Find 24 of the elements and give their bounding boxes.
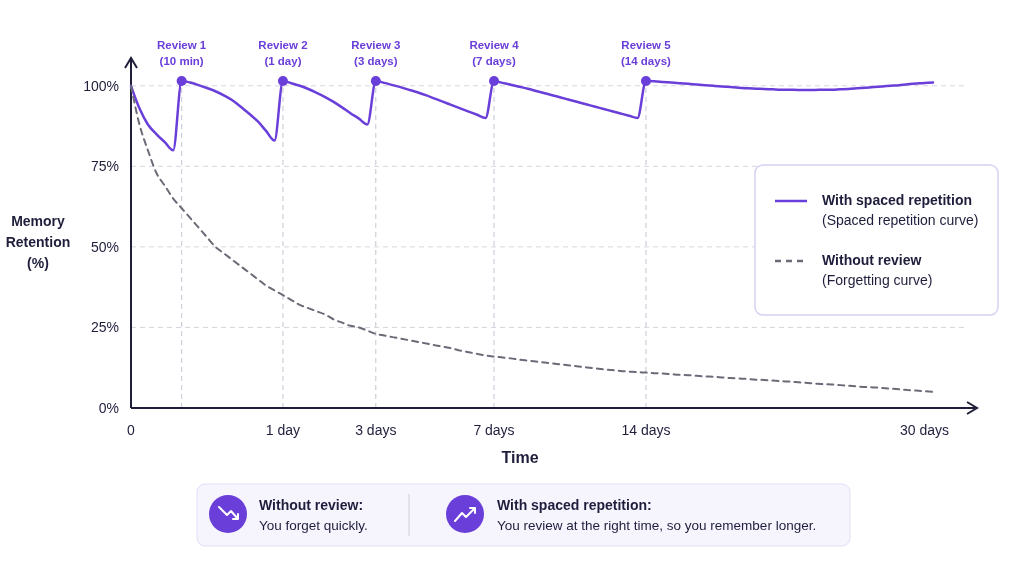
x-axis-title: Time [501, 449, 539, 466]
text: You review at the right time, so you remember longer. [497, 518, 817, 533]
text: With spaced repetition: [497, 497, 652, 513]
annotation: Review 1 (10 min) [157, 39, 207, 67]
y-tick-label: 100% [83, 77, 119, 94]
legend-label: With spaced repetition (Spaced repetition curve) [822, 192, 979, 228]
x-tick-label: 7 days [473, 422, 515, 438]
y-axis-title: Memory Retention (%) [5, 213, 71, 271]
annotation: Review 5 (14 days) [621, 39, 672, 67]
annotation: Review 4 (7 days) [469, 39, 520, 67]
legend-label: Without review (Forgetting curve) [822, 252, 933, 288]
text: Without review: [259, 497, 364, 513]
x-tick-label: 30 days [900, 422, 950, 438]
x-tick-label: 3 days [355, 422, 397, 438]
annotation: Review 2 (1 day) [258, 39, 308, 67]
y-tick-label: 75% [90, 158, 119, 175]
x-tick-label: 0 [127, 422, 136, 438]
text: You forget quickly. [259, 518, 368, 533]
y-tick-label: 50% [90, 238, 119, 255]
y-tick-label: 0% [98, 399, 119, 416]
annotation: Review 3 (3 days) [351, 39, 401, 67]
y-tick-label: 25% [90, 319, 119, 336]
x-tick-label: 14 days [621, 422, 671, 438]
x-tick-label: 1 day [265, 422, 301, 438]
